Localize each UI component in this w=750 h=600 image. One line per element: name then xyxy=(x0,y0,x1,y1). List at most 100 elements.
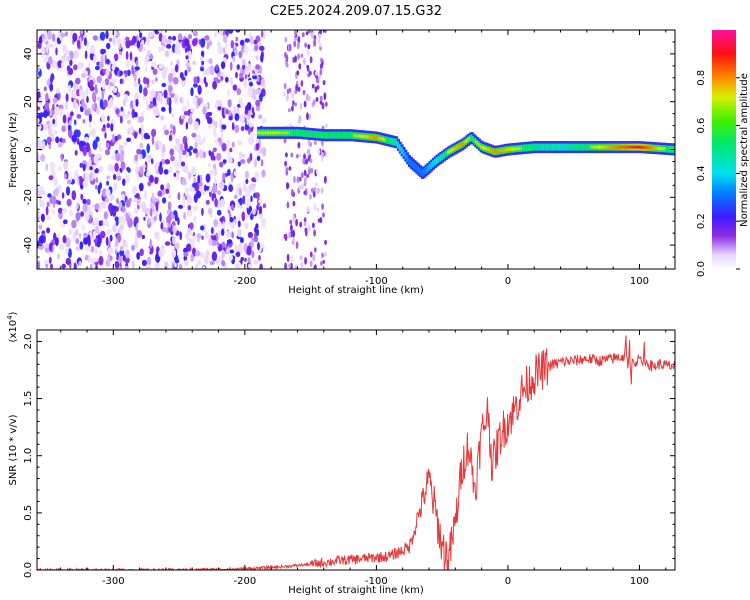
track-core xyxy=(319,131,323,139)
noise-speck xyxy=(75,102,79,110)
noise-speck xyxy=(190,87,194,97)
snr-scale-prefix: (x10 xyxy=(8,320,19,343)
noise-speck xyxy=(128,126,134,134)
noise-speck xyxy=(202,151,207,159)
noise-speck xyxy=(247,86,253,97)
noise-speck xyxy=(216,209,222,216)
noise-speck xyxy=(44,244,50,248)
noise-speck xyxy=(226,239,233,245)
noise-speck xyxy=(298,184,302,191)
noise-speck xyxy=(256,75,260,82)
noise-speck xyxy=(248,263,253,269)
noise-speck xyxy=(319,95,323,102)
noise-speck xyxy=(125,39,131,49)
noise-speck xyxy=(298,176,302,182)
noise-speck xyxy=(234,124,240,133)
y-tick-label: 0.0 xyxy=(23,562,34,578)
noise-speck xyxy=(75,246,81,251)
track-core xyxy=(385,136,389,144)
track-peak xyxy=(271,131,275,135)
noise-speck xyxy=(90,44,96,54)
noise-speck xyxy=(214,103,219,109)
noise-speck xyxy=(109,234,113,242)
noise-speck xyxy=(245,178,249,184)
noise-speck xyxy=(151,192,155,202)
noise-speck xyxy=(299,221,303,228)
track-core xyxy=(542,143,546,151)
track-core xyxy=(527,144,531,152)
track-peak xyxy=(459,143,463,147)
noise-speck xyxy=(105,68,110,77)
noise-speck xyxy=(181,149,187,156)
noise-speck xyxy=(305,31,309,36)
noise-speck xyxy=(98,255,104,266)
noise-speck xyxy=(73,82,77,90)
spectrogram-y-axis-label: Frequency (Hz) xyxy=(8,112,19,188)
track-peak xyxy=(649,146,653,150)
noise-speck xyxy=(229,249,235,254)
noise-speck xyxy=(153,164,159,172)
snr-frame xyxy=(36,329,676,571)
noise-speck xyxy=(78,232,82,239)
noise-speck xyxy=(98,250,103,256)
noise-speck xyxy=(164,50,170,58)
noise-speck xyxy=(294,102,297,107)
noise-speck xyxy=(195,263,199,269)
noise-speck xyxy=(111,64,116,71)
noise-speck xyxy=(134,239,139,250)
noise-speck xyxy=(75,238,80,245)
track-peak xyxy=(643,146,647,149)
noise-speck xyxy=(167,201,172,211)
noise-speck xyxy=(151,91,156,96)
noise-speck xyxy=(104,197,109,203)
noise-speck xyxy=(313,229,316,237)
snr-scale-label: (x104) xyxy=(6,311,19,342)
noise-speck xyxy=(124,113,130,120)
noise-speck xyxy=(52,97,58,104)
noise-speck xyxy=(303,190,307,195)
noise-speck xyxy=(105,142,110,149)
noise-speck xyxy=(71,134,77,143)
noise-speck xyxy=(193,215,197,224)
noise-speck xyxy=(239,39,245,46)
noise-speck xyxy=(95,184,98,190)
track-peak xyxy=(371,135,375,139)
noise-speck xyxy=(182,115,186,120)
noise-speck xyxy=(183,212,187,220)
noise-speck xyxy=(221,260,226,267)
noise-speck xyxy=(126,137,131,142)
noise-speck xyxy=(157,93,160,102)
noise-speck xyxy=(78,260,82,267)
track-core xyxy=(293,129,297,137)
track-core xyxy=(439,154,443,162)
noise-speck xyxy=(183,111,189,116)
noise-speck xyxy=(95,225,100,234)
noise-speck xyxy=(124,256,130,264)
noise-speck xyxy=(297,36,301,44)
track-peak xyxy=(478,143,481,147)
noise-speck xyxy=(180,161,186,167)
noise-speck xyxy=(53,177,59,187)
noise-speck xyxy=(118,255,123,263)
noise-speck xyxy=(244,213,250,219)
noise-speck xyxy=(297,141,301,149)
noise-speck xyxy=(107,115,110,122)
noise-speck xyxy=(64,31,69,37)
noise-speck xyxy=(133,208,137,214)
noise-speck xyxy=(146,36,151,46)
track-core xyxy=(334,131,338,139)
noise-speck xyxy=(161,70,167,80)
noise-speck xyxy=(117,38,120,49)
noise-speck xyxy=(302,158,305,164)
track-peak xyxy=(466,138,470,142)
noise-speck xyxy=(316,78,320,84)
snr-plot-area xyxy=(37,330,675,570)
snr-series-line xyxy=(37,335,675,570)
track-peak xyxy=(257,131,260,135)
noise-speck xyxy=(217,229,221,238)
noise-speck xyxy=(300,80,304,87)
noise-speck xyxy=(168,134,172,142)
noise-speck xyxy=(254,44,259,52)
noise-speck xyxy=(148,104,154,109)
colorbar-tick-label: 0.6 xyxy=(696,118,707,134)
